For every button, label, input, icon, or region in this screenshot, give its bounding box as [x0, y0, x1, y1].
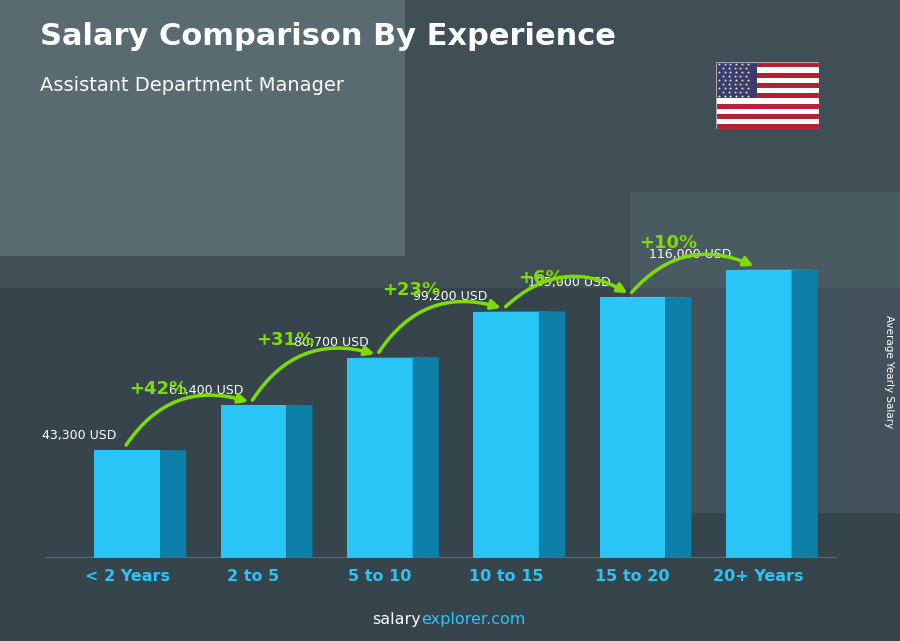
Text: +6%: +6%: [518, 269, 564, 287]
Bar: [716, 72, 819, 78]
Text: explorer.com: explorer.com: [421, 612, 526, 627]
Bar: [716, 62, 757, 99]
Bar: [630, 192, 900, 513]
Bar: [716, 83, 819, 88]
Text: 116,000 USD: 116,000 USD: [649, 249, 732, 262]
Bar: [220, 406, 286, 558]
Bar: [346, 358, 412, 558]
Bar: [716, 114, 819, 119]
Bar: [716, 93, 819, 99]
Text: +31%: +31%: [256, 331, 314, 349]
Text: Average Yearly Salary: Average Yearly Salary: [884, 315, 895, 428]
Polygon shape: [286, 405, 312, 558]
Text: salary: salary: [373, 612, 421, 627]
Bar: [716, 124, 819, 129]
Bar: [716, 104, 819, 109]
Bar: [716, 109, 819, 114]
Text: +10%: +10%: [639, 234, 697, 252]
Bar: [94, 451, 160, 558]
Text: 61,400 USD: 61,400 USD: [169, 384, 244, 397]
Text: Salary Comparison By Experience: Salary Comparison By Experience: [40, 22, 616, 51]
Bar: [716, 67, 819, 72]
Polygon shape: [412, 358, 439, 558]
Text: 99,200 USD: 99,200 USD: [413, 290, 488, 303]
Bar: [716, 88, 819, 93]
Bar: [716, 62, 819, 67]
Bar: [0, 0, 900, 288]
Bar: [0, 0, 405, 256]
Text: +42%: +42%: [130, 380, 188, 398]
Bar: [725, 270, 791, 558]
Text: 105,000 USD: 105,000 USD: [528, 276, 610, 288]
Text: 43,300 USD: 43,300 USD: [42, 429, 116, 442]
Text: 80,700 USD: 80,700 USD: [294, 336, 369, 349]
Polygon shape: [665, 297, 691, 558]
Bar: [473, 312, 539, 558]
Text: +23%: +23%: [382, 281, 440, 299]
Text: Assistant Department Manager: Assistant Department Manager: [40, 76, 345, 95]
Bar: [716, 78, 819, 83]
Polygon shape: [539, 312, 565, 558]
Polygon shape: [160, 450, 186, 558]
Bar: [716, 119, 819, 124]
Bar: [599, 297, 665, 558]
Bar: [716, 99, 819, 104]
Polygon shape: [791, 270, 818, 558]
